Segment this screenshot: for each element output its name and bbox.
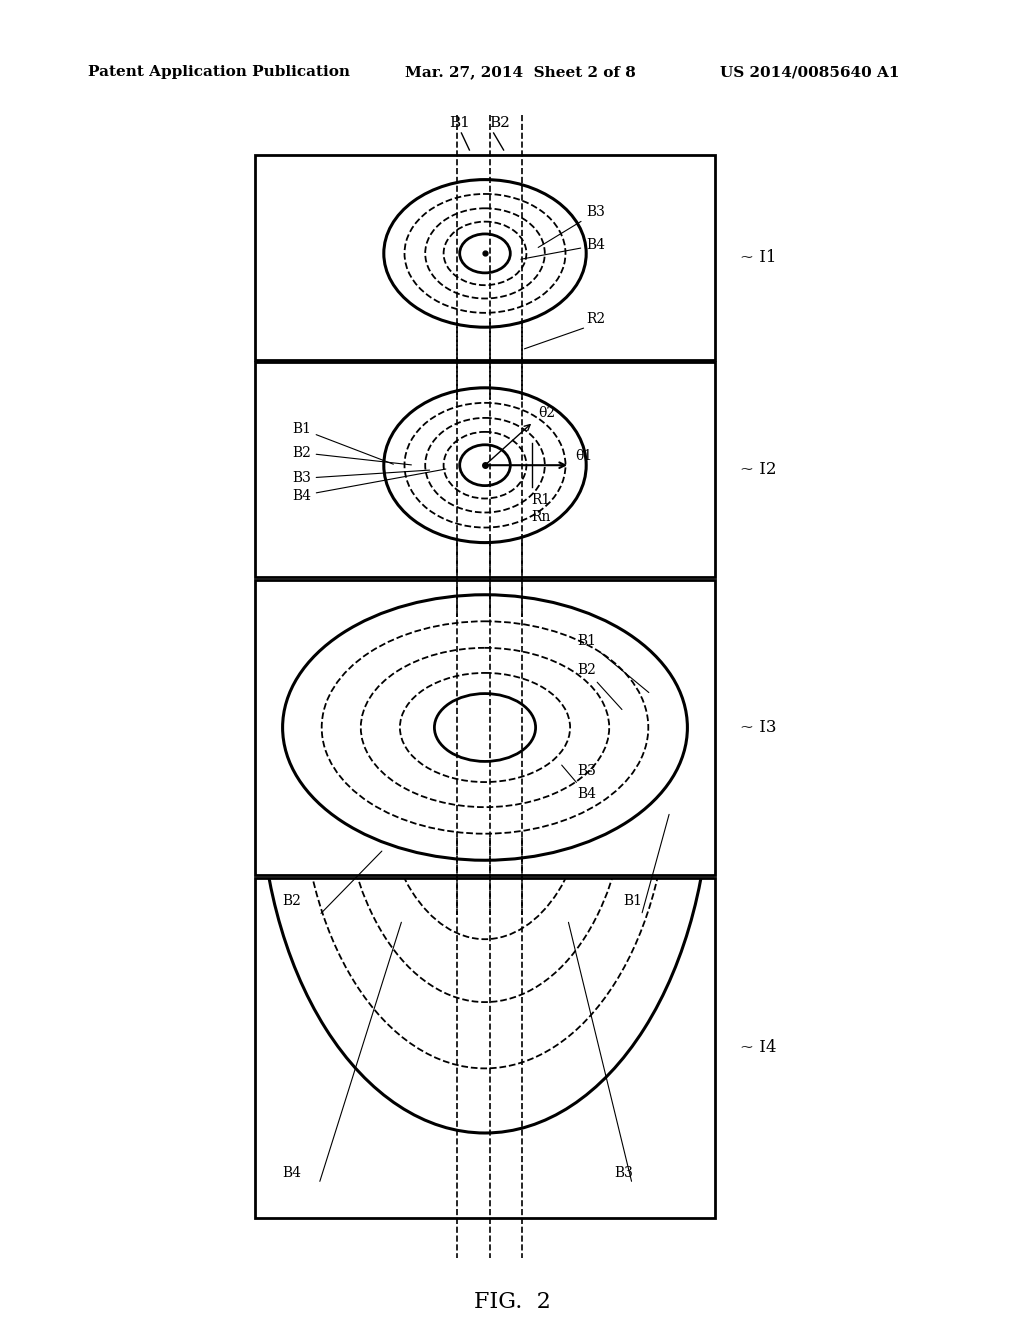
Text: R1: R1 [531, 492, 550, 507]
Bar [255, 579, 715, 875]
Text: B4: B4 [292, 469, 445, 503]
Text: Mar. 27, 2014  Sheet 2 of 8: Mar. 27, 2014 Sheet 2 of 8 [406, 65, 636, 79]
Text: B4: B4 [521, 239, 605, 259]
Bar [255, 362, 715, 577]
Text: B3: B3 [613, 1166, 633, 1180]
Bar [255, 154, 715, 360]
Text: B1: B1 [449, 116, 470, 129]
Text: R2: R2 [586, 312, 605, 326]
Bar [255, 579, 715, 875]
Text: ~ I1: ~ I1 [740, 249, 776, 267]
Text: B2: B2 [283, 894, 301, 908]
Text: Patent Application Publication: Patent Application Publication [88, 65, 350, 79]
Text: B1: B1 [292, 422, 393, 465]
Text: θ2: θ2 [539, 405, 555, 420]
Text: FIG.  2: FIG. 2 [474, 1291, 550, 1313]
Text: B3: B3 [539, 206, 605, 247]
Text: Rn: Rn [531, 510, 550, 524]
Text: B3: B3 [577, 764, 596, 777]
Text: US 2014/0085640 A1: US 2014/0085640 A1 [720, 65, 899, 79]
Bar [255, 878, 715, 1218]
Text: B2: B2 [292, 446, 412, 465]
Text: B1: B1 [623, 894, 642, 908]
Text: B2: B2 [489, 116, 510, 129]
Text: ~ I4: ~ I4 [740, 1040, 776, 1056]
Text: θ1: θ1 [575, 449, 592, 463]
Text: B3: B3 [292, 470, 430, 486]
Bar [255, 362, 715, 577]
Bar [255, 154, 715, 360]
Text: B2: B2 [577, 664, 622, 710]
Text: ~ I2: ~ I2 [740, 461, 776, 478]
Text: ~ I3: ~ I3 [740, 719, 776, 737]
Text: B4: B4 [562, 766, 596, 801]
Text: B1: B1 [577, 634, 649, 693]
Bar [255, 878, 715, 1218]
Text: B4: B4 [283, 1166, 302, 1180]
